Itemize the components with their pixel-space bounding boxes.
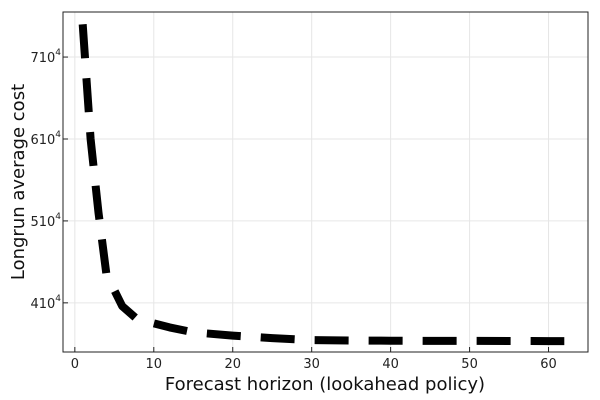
y-tick-base: 10 — [39, 51, 56, 66]
y-tick-mantissa: 6 — [30, 133, 38, 148]
y-tick-base: 10 — [39, 297, 56, 312]
x-tick-label: 30 — [303, 357, 320, 372]
y-tick-label: 4104 — [30, 294, 61, 312]
x-axis-label: Forecast horizon (lookahead policy) — [165, 374, 485, 395]
y-tick-exponent: 4 — [55, 212, 61, 222]
x-tick-label: 20 — [224, 357, 241, 372]
y-axis-label: Longrun average cost — [8, 84, 29, 280]
y-tick-label: 7104 — [30, 48, 61, 66]
series-layer — [78, 24, 565, 346]
y-tick-label: 6104 — [30, 130, 61, 148]
plot-frame — [62, 11, 589, 353]
x-tick-label: 10 — [146, 357, 163, 372]
x-tick-label: 60 — [540, 357, 557, 372]
x-tick-label: 0 — [71, 357, 79, 372]
series-line — [78, 24, 565, 346]
y-tick-mantissa: 7 — [30, 51, 38, 66]
y-tick-exponent: 4 — [55, 130, 61, 140]
y-tick-label: 5104 — [30, 212, 61, 230]
y-tick-base: 10 — [39, 133, 56, 148]
y-tick-mantissa: 5 — [30, 215, 38, 230]
y-tick-exponent: 4 — [55, 294, 61, 304]
y-tick-mantissa: 4 — [30, 297, 38, 312]
y-tick-exponent: 4 — [55, 48, 61, 58]
y-tick-base: 10 — [39, 215, 56, 230]
x-tick-label: 50 — [461, 357, 478, 372]
grid — [63, 12, 588, 352]
x-tick-label: 40 — [382, 357, 399, 372]
